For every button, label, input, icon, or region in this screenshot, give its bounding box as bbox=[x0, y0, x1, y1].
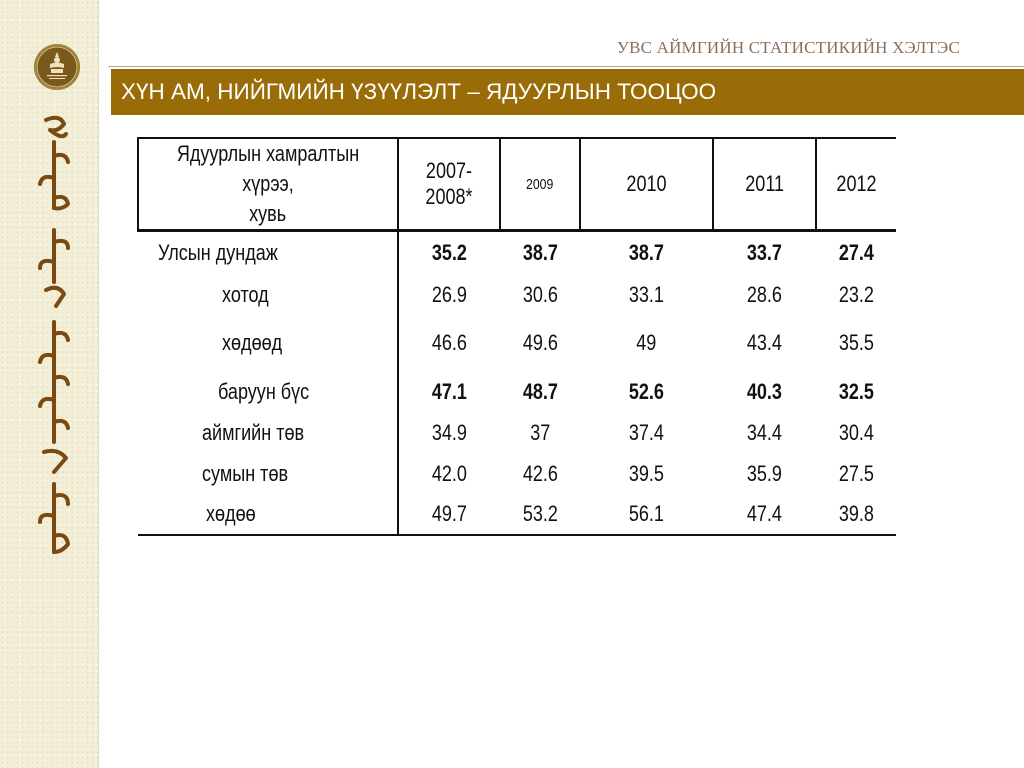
table-cell: 39.8 bbox=[816, 494, 896, 536]
column-header-year: 2007-2008* bbox=[397, 137, 500, 232]
header-divider bbox=[108, 66, 1024, 67]
table-cell: 38.7 bbox=[522, 240, 558, 266]
table-cell: 42.0 bbox=[397, 452, 500, 495]
indicator-header-line-1: Ядуурлын хамралтын хүрээ, bbox=[176, 141, 360, 196]
table-cell: 34.4 bbox=[746, 419, 783, 445]
table-cell: 47.4 bbox=[713, 494, 816, 536]
table-row: аймгийн төв 34.9 37 37.4 34.4 30.4 bbox=[138, 412, 896, 453]
row-label: баруун бүс bbox=[218, 378, 310, 404]
table-cell: 28.6 bbox=[746, 281, 783, 307]
column-header-year: 2011 bbox=[712, 137, 816, 232]
table-row: хөдөөд 46.6 49.6 49 43.4 35.5 bbox=[138, 314, 896, 371]
table-cell: 27.5 bbox=[838, 460, 874, 486]
table-cell: 48.7 bbox=[522, 378, 558, 404]
table-cell: 32.5 bbox=[838, 378, 874, 404]
row-label: хөдөө bbox=[138, 494, 398, 536]
table-row: баруун бүс 47.1 48.7 52.6 40.3 32.5 bbox=[138, 370, 896, 413]
row-label: сумын төв bbox=[202, 460, 289, 486]
table-row: Улсын дундаж 35.2 38.7 38.7 33.7 27.4 bbox=[138, 230, 896, 275]
mongolian-script-icon bbox=[28, 112, 84, 568]
table-cell: 27.4 bbox=[838, 240, 874, 266]
page-title: ХҮН АМ, НИЙГМИЙН ҮЗҮҮЛЭЛТ – ЯДУУРЛЫН ТОО… bbox=[121, 79, 717, 104]
column-header-indicator: Ядуурлын хамралтын хүрээ, хувь bbox=[137, 137, 398, 232]
table-cell: 35.5 bbox=[838, 329, 874, 355]
organization-name: УВС АЙМГИЙН СТАТИСТИКИЙН ХЭЛТЭС bbox=[616, 38, 960, 57]
table-cell: 49.6 bbox=[522, 329, 558, 355]
table-row: хотод 26.9 30.6 33.1 28.6 23.2 bbox=[138, 274, 896, 315]
table-cell: 56.1 bbox=[580, 494, 713, 536]
row-label: хотод bbox=[222, 281, 269, 307]
table-cell: 23.2 bbox=[838, 281, 874, 307]
row-label: аймгийн төв bbox=[202, 419, 305, 445]
table-cell: 52.6 bbox=[628, 378, 665, 404]
indicator-header-line-2: хувь bbox=[249, 201, 287, 226]
row-label: хөдөөд bbox=[222, 329, 283, 355]
column-header-year: 2012 bbox=[815, 137, 896, 232]
poverty-table: Ядуурлын хамралтын хүрээ, хувь 2007-2008… bbox=[137, 137, 896, 536]
table-cell: 42.6 bbox=[522, 460, 558, 486]
title-bar: ХҮН АМ, НИЙГМИЙН ҮЗҮҮЛЭЛТ – ЯДУУРЛЫН ТОО… bbox=[111, 69, 1024, 115]
row-label: Улсын дундаж bbox=[158, 240, 278, 266]
table-row: сумын төв 42.0 42.6 39.5 35.9 27.5 bbox=[138, 452, 896, 495]
table-cell: 33.7 bbox=[746, 240, 783, 266]
table-cell: 30.4 bbox=[838, 419, 874, 445]
table-cell: 47.1 bbox=[397, 370, 500, 413]
sidebar bbox=[0, 0, 99, 768]
statistics-emblem-icon bbox=[34, 44, 80, 90]
table-cell: 49 bbox=[636, 329, 657, 355]
table-cell: 49.7 bbox=[397, 494, 500, 536]
table-cell: 26.9 bbox=[397, 274, 500, 315]
table-cell: 40.3 bbox=[746, 378, 783, 404]
table-cell: 37.4 bbox=[628, 419, 665, 445]
table-cell: 46.6 bbox=[397, 314, 500, 371]
table-cell: 34.9 bbox=[397, 412, 500, 453]
table-cell: 43.4 bbox=[746, 329, 783, 355]
table-cell: 35.2 bbox=[397, 230, 500, 275]
table-cell: 53.2 bbox=[500, 494, 580, 536]
table-row: хөдөө 49.7 53.2 56.1 47.4 39.8 bbox=[138, 494, 896, 536]
table-cell: 33.1 bbox=[628, 281, 665, 307]
table-cell: 35.9 bbox=[746, 460, 783, 486]
table-cell: 39.5 bbox=[628, 460, 665, 486]
table-cell: 37 bbox=[529, 419, 551, 445]
column-header-year: 2010 bbox=[579, 137, 713, 232]
column-header-year: 2009 bbox=[499, 137, 580, 232]
table-cell: 38.7 bbox=[628, 240, 665, 266]
table-header-row: Ядуурлын хамралтын хүрээ, хувь 2007-2008… bbox=[137, 137, 896, 232]
table-cell: 30.6 bbox=[522, 281, 558, 307]
